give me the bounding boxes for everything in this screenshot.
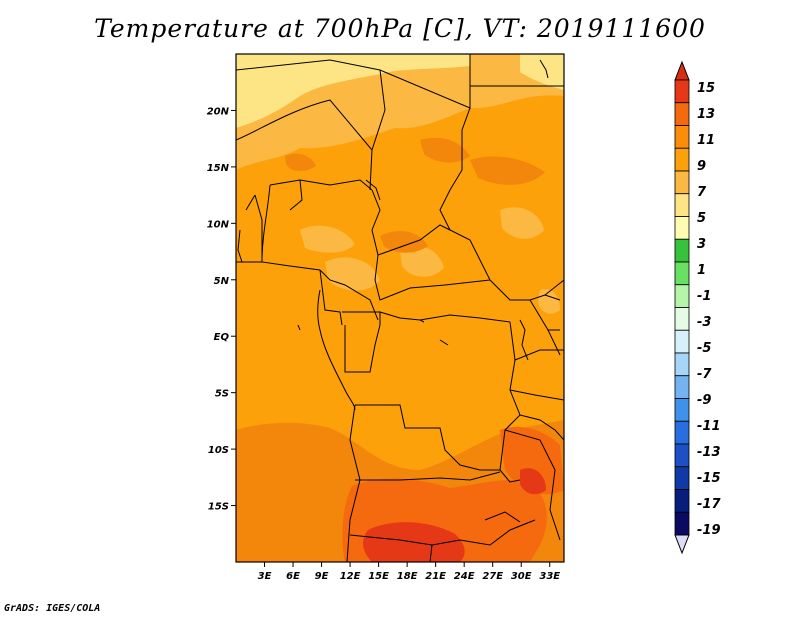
- colorbar-swatch: [674, 147, 690, 172]
- x-tick-label: 27E: [482, 571, 503, 582]
- warm-band-west: [236, 440, 261, 476]
- colorbar-swatch: [674, 352, 690, 377]
- map-frame: [235, 53, 565, 563]
- colorbar-label: -11: [697, 419, 721, 434]
- coastline: [297, 59, 549, 411]
- y-tick-label: 20N: [207, 106, 230, 117]
- x-tick-label: 21E: [425, 571, 446, 582]
- y-tick-label: 10S: [208, 445, 229, 456]
- colorbar-arrow-bottom: [674, 534, 690, 555]
- grads-credit: GrADS: IGES/COLA: [4, 603, 101, 614]
- colorbar-swatch: [674, 375, 690, 399]
- colorbar-label: 13: [697, 107, 715, 122]
- colorbar-label: 3: [697, 237, 706, 252]
- y-tick-label: 5S: [215, 389, 229, 400]
- colorbar-swatch: [674, 170, 690, 195]
- y-tick-label: 5N: [214, 276, 230, 287]
- x-tick-label: 15E: [368, 571, 389, 582]
- y-tick-label: 15S: [208, 502, 229, 513]
- y-tick-label: 15N: [207, 163, 230, 174]
- colorbar-label: -13: [697, 445, 721, 460]
- cool-patch-2: [325, 257, 380, 291]
- colorbar-swatch: [674, 511, 690, 536]
- colorbar-label: -3: [697, 315, 711, 330]
- y-tick-label: 10N: [207, 219, 230, 230]
- colorbar-swatch: [674, 398, 690, 422]
- colorbar-label: 15: [697, 81, 715, 96]
- x-tick-label: 33E: [539, 571, 560, 582]
- warm-spot-3: [380, 231, 428, 253]
- hottest-spot-east: [520, 468, 546, 495]
- colorbar-swatch: [674, 216, 690, 240]
- colorbar-swatch: [674, 466, 690, 490]
- x-tick-label: 12E: [340, 571, 361, 582]
- country-borders: [236, 54, 564, 562]
- cooler-region-north: [236, 54, 470, 128]
- warm-spot-4: [285, 153, 316, 172]
- colorbar-swatch: [674, 284, 690, 308]
- colorbar-swatch: [674, 420, 690, 445]
- colorbar-label: 7: [697, 185, 707, 200]
- axis-ticks: 3E 6E 9E 12E 15E 18E 21E 24E 27E 30E 33E 20N 15N 10N 5…: [207, 106, 561, 582]
- x-tick-label: 30E: [511, 571, 532, 582]
- colorbar-label: -7: [697, 367, 712, 382]
- x-tick-label: 3E: [258, 571, 272, 582]
- colorbar-label: -5: [697, 341, 711, 356]
- warm-spot-1: [420, 137, 470, 163]
- colorbar-label: -19: [697, 523, 721, 538]
- cool-patch-1: [300, 225, 355, 253]
- x-tick-label: 6E: [286, 571, 300, 582]
- colorbar-swatch: [674, 102, 690, 126]
- colorbar-label: -15: [697, 471, 721, 486]
- colorbar-arrow-top: [674, 60, 690, 81]
- colorbar-swatch: [674, 261, 690, 286]
- colorbar-swatch: [674, 307, 690, 331]
- colorbar-swatch: [674, 125, 690, 149]
- colorbar-label: -1: [697, 289, 711, 304]
- colorbar-label: 1: [697, 263, 706, 278]
- colorbar-label: 5: [697, 211, 706, 226]
- colorbar: 15 13 11 9 7 5 3 1 -1 -3 -5 -7 -9 -11 -13 -15 -17 -19: [674, 60, 721, 555]
- colorbar-swatch: [674, 489, 690, 513]
- colorbar-label: -9: [697, 393, 711, 408]
- temperature-fields: [236, 54, 564, 562]
- y-tick-label: EQ: [214, 332, 230, 343]
- colorbar-swatch: [674, 79, 690, 104]
- colorbar-swatch: [674, 329, 690, 354]
- colorbar-swatch: [674, 443, 690, 468]
- colorbar-swatch: [674, 193, 690, 217]
- colorbar-swatch: [674, 238, 690, 263]
- map-title: Temperature at 700hPa [C], VT: 201911160…: [94, 14, 706, 43]
- x-tick-label: 24E: [454, 571, 475, 582]
- cool-patch-4: [500, 207, 544, 239]
- colorbar-label: 9: [697, 159, 706, 174]
- colorbar-label: -17: [697, 497, 721, 512]
- colorbar-label: 11: [697, 133, 715, 148]
- cool-patch-3: [400, 246, 444, 277]
- x-tick-label: 18E: [397, 571, 418, 582]
- hot-region-east: [500, 426, 564, 495]
- x-tick-label: 9E: [315, 571, 329, 582]
- warm-spot-2: [470, 156, 545, 185]
- cooler-region-northeast: [520, 54, 564, 90]
